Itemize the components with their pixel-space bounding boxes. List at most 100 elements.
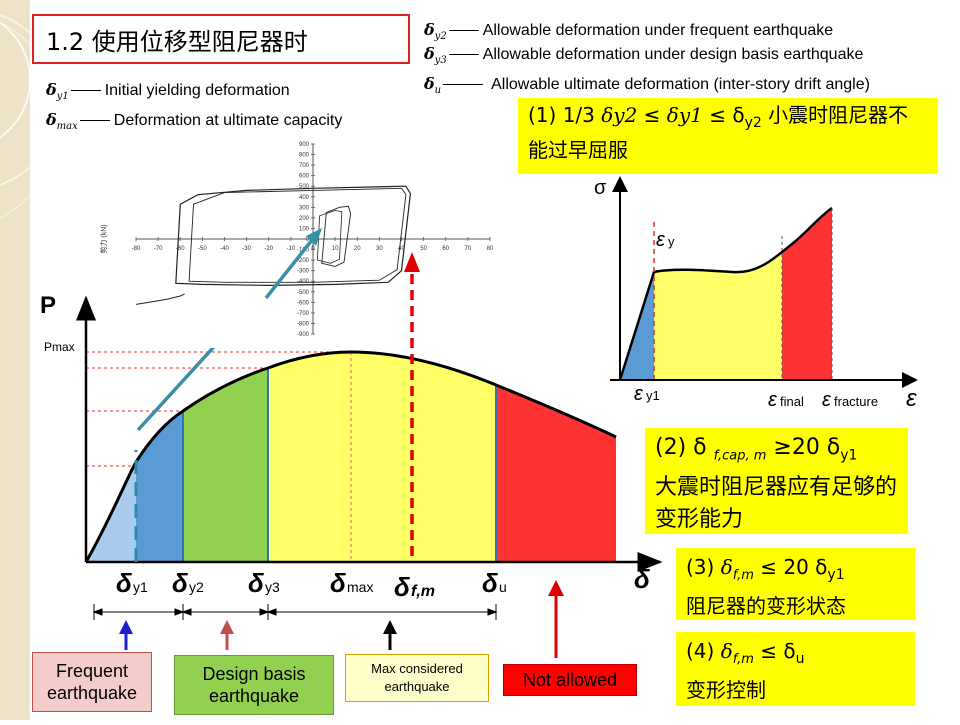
loop-y-tick-label: 600 [299,174,310,180]
legend-item-du: δu Allowable ultimate deformation (inter-… [424,74,870,97]
tick-dy1: δ y1 [116,568,148,598]
loop-x-tick-label: -70 [154,246,163,252]
svg-text:ε: ε [656,229,666,251]
x-axis-label: δ [634,564,650,594]
stress-strain-panel: σ ε ε y ε y1 ε final ε fracture [592,172,928,412]
loop-y-tick-label: 400 [299,195,310,201]
loop-x-tick-label: 30 [376,246,383,252]
loop-x-tick-label: 10 [332,246,339,252]
ss-y-label: σ [594,177,607,199]
svg-text:y1: y1 [646,388,660,403]
loop-x-tick-label: -40 [220,246,229,252]
loop-y-tick-label: -300 [297,269,310,275]
svg-text:δ: δ [116,568,132,598]
loop-x-tick-label: -20 [264,246,273,252]
ss-eps-fracture-label: ε fracture [822,389,878,411]
svg-text:y3: y3 [265,579,280,595]
legend-text: Deformation at ultimate capacity [113,112,343,129]
ss-curve [618,206,833,381]
page-title: 1.2 使用位移型阻尼器时 [46,28,308,56]
loop-x-tick-label: 70 [465,246,472,252]
loop-x-tick-label: 0 [311,246,315,252]
tick-dmax: δ max [330,568,373,598]
criterion-box-2: (2) δ f,cap, m ≥20 δy1 大震时阻尼器应有足够的变形能力 [645,428,908,534]
loop-y-tick-label: 200 [299,216,310,222]
criterion-box-4: (4) δf,m ≤ δu 变形控制 [676,632,915,706]
loop-x-tick-label: -10 [287,246,296,252]
svg-text:y: y [668,234,675,249]
loop-x-tick-label: 20 [354,246,361,252]
svg-text:y2: y2 [189,579,204,595]
loop-y-tick-label: 100 [299,226,310,232]
criterion-box-3: (3) δf,m ≤ 20 δy1 阻尼器的变形状态 [676,548,915,620]
loop-x-tick-label: 40 [398,246,405,252]
legend-text: Initial yielding deformation [104,82,290,99]
loop-small-b [316,210,343,264]
loop-y-tick-label: 900 [299,142,310,148]
ss-eps-y-label: ε y [656,229,675,251]
legend-item-dy2: δy2 Allowable deformation under frequent … [424,20,834,43]
loop-y-tick-label: -100 [297,248,310,254]
tick-dy2: δ y2 [172,568,204,598]
loop-x-tick-label: 60 [442,246,449,252]
svg-text:ε: ε [634,383,644,405]
svg-text:f,m: f,m [411,583,435,600]
loop-y-tick-label: -500 [297,290,310,296]
legend-item-dmax: δmax Deformation at ultimate capacity [46,110,343,133]
legend-text: Allowable deformation under design basis… [482,46,864,63]
range-dimension-line [92,604,498,620]
loop-y-tick-label: 300 [299,205,310,211]
loop-y-axis-label: 剪力 (kN) [99,224,108,253]
category-not-allowed: Not allowed [503,664,637,696]
loop-y-tick-label: 800 [299,153,310,159]
loop-tail [135,293,185,305]
svg-text:δ: δ [172,568,188,598]
category-frequent: Frequent earthquake [32,652,152,712]
loop-x-tick-label: -50 [198,246,207,252]
loop-y-tick-label: -900 [297,332,310,338]
loop-y-tick-label: 500 [299,184,310,190]
arrow-frequent [119,620,133,650]
title-box [32,14,410,64]
loop-x-tick-label: -80 [132,246,141,252]
arrow-not-allowed [548,580,564,658]
legend-item-dy1: δy1 Initial yielding deformation [46,80,290,103]
svg-text:max: max [347,579,373,595]
loop-x-tick-label: -30 [242,246,251,252]
loop-small-a [321,205,352,267]
ss-region-fracture [782,208,832,380]
legend-text: Allowable deformation under frequent ear… [482,22,834,39]
svg-text:final: final [780,394,804,409]
arrow-mce [383,620,397,650]
svg-text:ε: ε [822,389,832,411]
loop-x-tick-label: -60 [176,246,185,252]
pmax-label: Pmax [44,340,75,354]
svg-text:δ: δ [248,568,264,598]
svg-text:fracture: fracture [834,394,878,409]
ss-region-plastic [654,208,782,380]
tick-dfm: δ f,m [394,572,435,602]
tick-dy3: δ y3 [248,568,280,598]
region-mce [268,352,497,562]
y-axis-label: P [40,292,56,319]
loop-x-tick-label: 80 [487,246,494,252]
svg-text:δ: δ [482,568,498,598]
loop-y-tick-label: -200 [297,258,310,264]
svg-text:δ: δ [394,572,410,602]
svg-text:u: u [499,579,507,595]
ss-eps-y1-label: ε y1 [634,383,660,405]
legend-item-dy3: δy3 Allowable deformation under design ba… [424,44,864,67]
arrow-design [220,620,234,650]
loop-y-tick-label: 700 [299,163,310,169]
legend-text: Allowable ultimate deformation (inter-st… [491,76,870,93]
category-design-basis: Design basis earthquake [174,655,334,715]
category-max-considered: Max considered earthquake [345,654,489,702]
tick-du: δ u [482,568,507,598]
svg-text:δ: δ [330,568,346,598]
loop-y-tick-label: -800 [297,321,310,327]
loop-y-tick-label: -600 [297,300,310,306]
hysteresis-loop-chart: -80 -70 -60 -50 -40 -30 -20 -10 0 10 20 30 40 50 60 70 8… [99,142,494,338]
criterion-box-1: (1) 1/3 δy2 ≤ δy1 ≤ δy2 小震时阻尼器不能过早屈服 [518,98,938,174]
loop-x-tick-label: 50 [420,246,427,252]
